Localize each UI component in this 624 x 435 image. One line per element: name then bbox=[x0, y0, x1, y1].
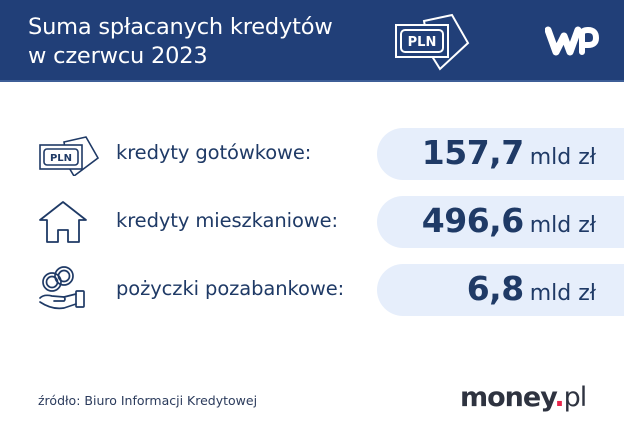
title-line-2: w czerwcu 2023 bbox=[28, 43, 208, 69]
row-label: kredyty gotówkowe: bbox=[116, 141, 312, 164]
value-unit: mld zł bbox=[529, 213, 596, 238]
svg-text:PLN: PLN bbox=[408, 35, 437, 50]
value-text: 157,7 mld zł bbox=[422, 133, 596, 172]
brand-tld: pl bbox=[563, 382, 588, 413]
row-cash-loans: PLN kredyty gotówkowe: 157,7 mld zł bbox=[0, 128, 624, 180]
value-pill: 6,8 mld zł bbox=[377, 264, 624, 316]
row-mortgage-loans: kredyty mieszkaniowe: 496,6 mld zł bbox=[0, 196, 624, 248]
brand-dot: . bbox=[554, 382, 564, 413]
row-non-bank-loans: pożyczki pozabankowe: 6,8 mld zł bbox=[0, 264, 624, 316]
page-title: Suma spłacanych kredytów w czerwcu 2023 bbox=[28, 13, 333, 71]
brand-main: money bbox=[460, 382, 555, 413]
value-unit: mld zł bbox=[529, 145, 596, 170]
value-number: 157,7 bbox=[421, 133, 524, 172]
coins-hand-icon bbox=[38, 266, 88, 316]
value-unit: mld zł bbox=[529, 281, 596, 306]
value-pill: 157,7 mld zł bbox=[377, 128, 624, 180]
row-label: pożyczki pozabankowe: bbox=[116, 277, 345, 300]
title-line-1: Suma spłacanych kredytów bbox=[28, 14, 333, 40]
wp-logo bbox=[544, 26, 600, 60]
house-icon bbox=[38, 200, 88, 248]
source-note: źródło: Biuro Informacji Kredytowej bbox=[38, 393, 258, 408]
value-text: 6,8 mld zł bbox=[467, 269, 596, 308]
value-number: 6,8 bbox=[466, 269, 524, 308]
svg-text:PLN: PLN bbox=[50, 153, 72, 164]
money-pl-logo: money.pl bbox=[460, 382, 588, 413]
value-text: 496,6 mld zł bbox=[422, 201, 596, 240]
value-pill: 496,6 mld zł bbox=[377, 196, 624, 248]
row-label: kredyty mieszkaniowe: bbox=[116, 209, 339, 232]
banknote-icon: PLN bbox=[394, 13, 470, 75]
banknote-icon: PLN bbox=[38, 136, 100, 180]
header-banner: Suma spłacanych kredytów w czerwcu 2023 … bbox=[0, 0, 624, 82]
value-number: 496,6 bbox=[421, 201, 524, 240]
